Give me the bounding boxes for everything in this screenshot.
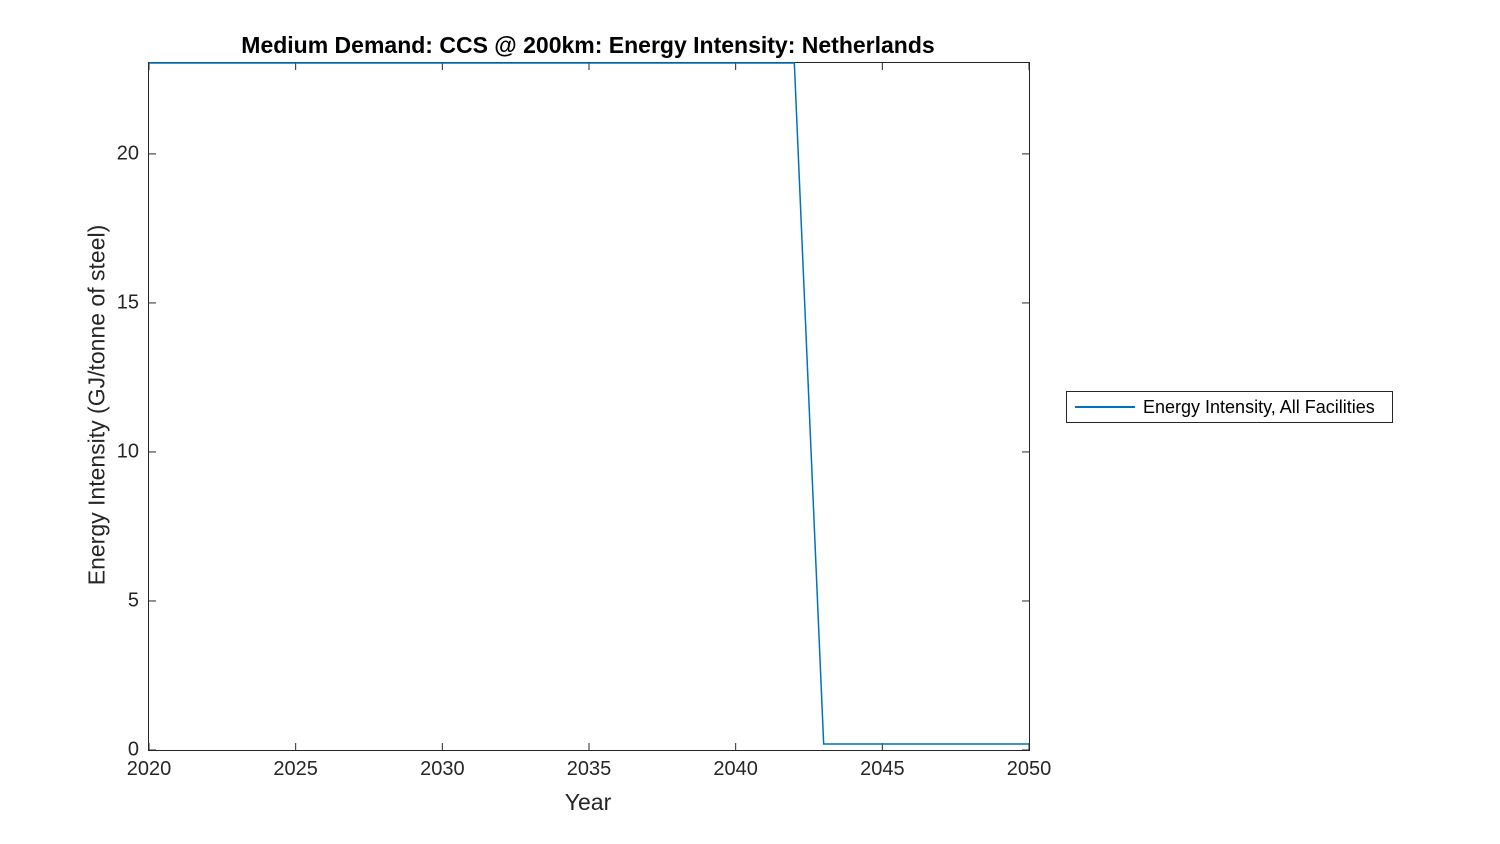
y-tick-label: 15 [116,291,139,314]
y-tick-label: 10 [116,440,139,463]
y-tick-label: 20 [116,142,139,165]
y-tick-label: 5 [127,589,139,612]
x-tick-label: 2030 [420,758,465,780]
x-tick-label: 2050 [1006,758,1052,780]
plot-area: 2020 2025 2030 2035 2040 2045 2050 0 5 10 15 20 [117,62,1051,780]
legend-line-sample [1075,406,1135,408]
chart-title: Medium Demand: CCS @ 200km: Energy Inten… [241,32,935,58]
x-tick-label: 2045 [860,758,905,780]
x-tick-label: 2035 [566,758,612,780]
y-tick-label: 0 [127,738,139,761]
x-tick-label: 2025 [273,758,318,780]
y-axis-label: Energy Intensity (GJ/tonne of steel) [83,224,110,586]
x-tick-label: 2040 [713,758,758,780]
legend-series-label: Energy Intensity, All Facilities [1143,396,1375,417]
line-chart-canvas [148,62,1030,751]
x-axis-label: Year [564,789,612,815]
data-line-series [149,62,1029,745]
x-tick-label: 2020 [126,758,172,780]
legend: Energy Intensity, All Facilities [1066,391,1393,423]
